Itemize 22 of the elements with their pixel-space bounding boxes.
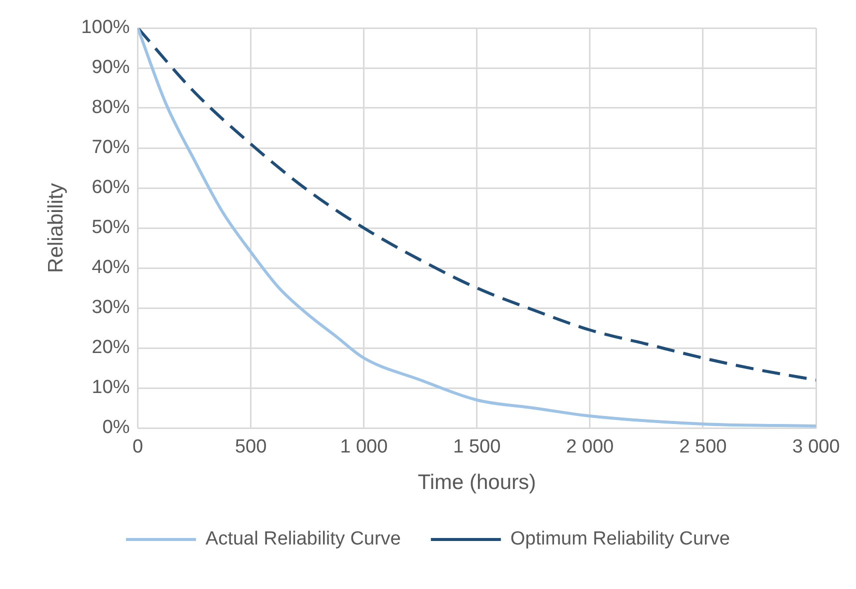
y-tick-label: 30%	[92, 297, 130, 318]
x-tick-label: 3 000	[792, 436, 840, 458]
x-tick-label: 0	[132, 436, 144, 458]
y-tick-label: 100%	[81, 17, 130, 38]
x-tick-label: 1 000	[340, 436, 388, 458]
x-tick-label: 2 500	[679, 436, 727, 458]
y-tick-label: 20%	[92, 337, 130, 358]
x-tick-label: 500	[234, 436, 267, 458]
y-axis-title: Reliability	[44, 182, 68, 273]
y-tick-label: 0%	[102, 417, 130, 438]
x-tick-label: 2 000	[566, 436, 614, 458]
y-tick-label: 90%	[92, 57, 130, 78]
x-tick-label: 1 500	[453, 436, 501, 458]
legend-label: Actual Reliability Curve	[206, 528, 401, 550]
y-tick-label: 60%	[92, 177, 130, 198]
legend-label: Optimum Reliability Curve	[510, 528, 730, 550]
x-axis-title: Time (hours)	[418, 471, 536, 494]
y-tick-label: 50%	[92, 217, 130, 238]
y-tick-label: 80%	[92, 97, 130, 118]
y-tick-label: 70%	[92, 137, 130, 158]
y-tick-label: 40%	[92, 257, 130, 278]
y-tick-label: 10%	[92, 377, 130, 398]
